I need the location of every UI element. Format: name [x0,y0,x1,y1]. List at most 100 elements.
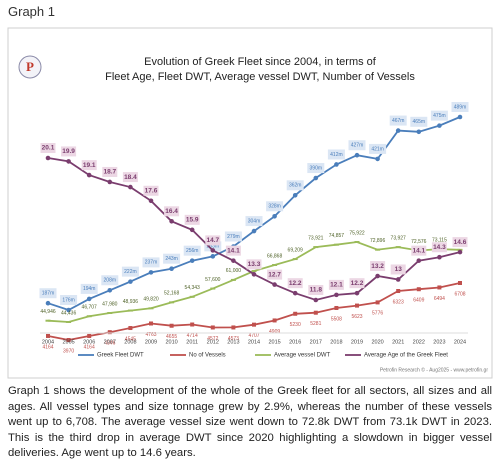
x-tick-label: 2004 [42,339,54,345]
label-box [308,285,324,295]
marker [66,307,71,313]
marker [457,249,463,255]
marker [128,184,133,190]
data-label: 15.9 [186,217,199,224]
chart: P Evolution of Greek Fleet since 2004, i… [7,27,493,379]
label-box [369,143,387,154]
data-label: 467m [392,118,405,124]
label-box [80,283,98,294]
label-box [430,110,448,121]
marker [149,321,153,326]
x-tick-label: 2013 [227,339,239,345]
data-label: 5230 [290,322,301,328]
label-box [410,116,428,127]
data-label: 14.1 [227,247,240,254]
x-tick-label: 2019 [351,339,363,345]
data-label: 48,936 [123,299,139,305]
marker [251,228,257,234]
marker [189,227,195,233]
source: Petrofin Research © - Aug2025 - www.petr… [380,366,489,373]
x-tick-label: 2006 [83,339,95,345]
marker [210,325,215,330]
marker [437,123,442,128]
marker [292,290,298,296]
label-box [205,235,221,246]
label-box [327,149,345,160]
label-box [40,143,56,153]
data-label: 4707 [248,333,259,339]
marker [45,155,51,161]
x-tick-label: 2008 [124,339,136,345]
x-tick-label: 2009 [145,339,157,345]
data-label: 14.3 [433,244,446,251]
label-box [349,278,365,289]
label-box [245,216,263,227]
marker [416,287,421,292]
label-box [451,102,469,112]
x-tick-label: 2011 [186,339,198,345]
marker [66,338,71,342]
marker [313,175,319,181]
data-label: 18.4 [124,174,137,181]
marker [107,330,112,335]
data-label: 4346 [104,341,115,347]
data-label: 72,576 [411,239,427,245]
logo-letter: P [26,59,34,74]
data-label: 20.1 [42,145,55,152]
marker [354,290,360,296]
data-label: 66,868 [267,253,283,259]
label-box [266,201,284,212]
marker [437,285,442,290]
marker [272,213,277,219]
data-label: 54,343 [185,285,201,291]
data-label: 44,946 [40,309,56,315]
marker [107,287,113,293]
data-label: 4655 [166,334,177,340]
data-label: 328m [268,204,281,210]
data-label: 52,168 [164,291,180,297]
x-tick-label: 2016 [289,339,301,345]
marker [313,310,318,315]
heading: Graph 1 [8,4,55,19]
data-label: 69,209 [288,247,304,253]
marker [45,300,51,306]
label-box [225,245,241,256]
data-label: 237m [145,260,158,266]
marker [416,258,422,263]
data-label: 6708 [454,291,465,297]
data-label: 18.7 [103,169,116,176]
marker [210,254,216,259]
x-tick-label: 2010 [165,339,177,345]
marker [457,114,463,120]
data-label: 390m [310,165,323,171]
marker [293,311,298,316]
marker [375,156,380,162]
marker [375,300,380,305]
data-label: 243m [165,256,178,262]
data-label: 3970 [63,348,74,354]
marker [231,258,236,263]
marker [334,162,339,167]
data-label: 4545 [125,336,136,342]
data-label: 61,000 [226,268,242,274]
label-box [286,180,304,191]
data-label: 362m [289,183,302,189]
label-box [81,160,97,171]
data-label: 14.7 [206,237,219,244]
label-box [246,259,262,270]
marker [210,248,216,253]
chart-title: Evolution of Greek Fleet since 2004, in … [144,56,377,68]
data-label: 304m [248,218,261,224]
label-box [101,275,119,286]
x-tick-label: 2012 [207,339,219,345]
x-tick-label: 2024 [454,339,466,345]
x-tick-label: 2021 [392,339,404,345]
data-label: 4164 [42,344,53,350]
data-label: 5623 [351,314,362,320]
marker [375,273,380,279]
marker [354,152,360,158]
data-label: 73,927 [391,235,407,241]
data-label: 12.2 [351,280,364,287]
label-box [224,231,242,242]
marker [148,270,154,275]
